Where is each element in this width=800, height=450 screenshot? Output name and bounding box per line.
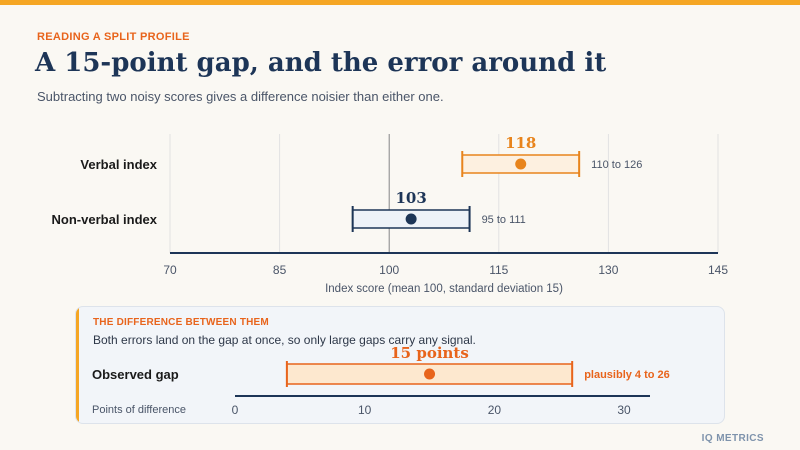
x-tick-label: 0 xyxy=(232,403,239,417)
x-axis-title: Points of difference xyxy=(92,404,186,416)
x-tick-label: 30 xyxy=(617,403,631,417)
row-label: Non-verbal index xyxy=(52,212,158,227)
range-label: 95 to 111 xyxy=(482,214,526,226)
x-tick-label: 85 xyxy=(273,263,287,277)
x-tick-label: 70 xyxy=(163,263,177,277)
footer-brand: IQ METRICS xyxy=(701,433,764,444)
range-label: 110 to 126 xyxy=(591,159,642,171)
point-estimate xyxy=(424,368,436,380)
point-estimate xyxy=(515,158,527,170)
panel-accent-bar xyxy=(76,307,79,423)
x-tick-label: 115 xyxy=(489,263,508,277)
row-label: Verbal index xyxy=(80,157,157,172)
x-tick-label: 10 xyxy=(358,403,372,417)
x-axis-title: Index score (mean 100, standard deviatio… xyxy=(325,283,563,295)
value-label: 118 xyxy=(505,134,536,152)
difference-panel: THE DIFFERENCE BETWEEN THEM Both errors … xyxy=(75,306,725,424)
kicker: READING A SPLIT PROFILE xyxy=(37,31,190,43)
point-estimate xyxy=(405,213,417,225)
top-accent-bar xyxy=(0,0,800,5)
value-label: 103 xyxy=(395,189,426,207)
x-tick-label: 100 xyxy=(379,263,399,277)
subtitle: Subtracting two noisy scores gives a dif… xyxy=(37,89,444,104)
range-label: plausibly 4 to 26 xyxy=(584,369,670,381)
x-tick-label: 130 xyxy=(598,263,618,277)
panel-description: Both errors land on the gap at once, so … xyxy=(93,333,476,347)
x-tick-label: 145 xyxy=(708,263,728,277)
panel-kicker: THE DIFFERENCE BETWEEN THEM xyxy=(93,317,269,328)
page-title: A 15-point gap, and the error around it xyxy=(35,48,607,78)
row-label: Observed gap xyxy=(92,367,179,382)
value-label: 15 points xyxy=(390,344,469,362)
x-tick-label: 20 xyxy=(488,403,502,417)
